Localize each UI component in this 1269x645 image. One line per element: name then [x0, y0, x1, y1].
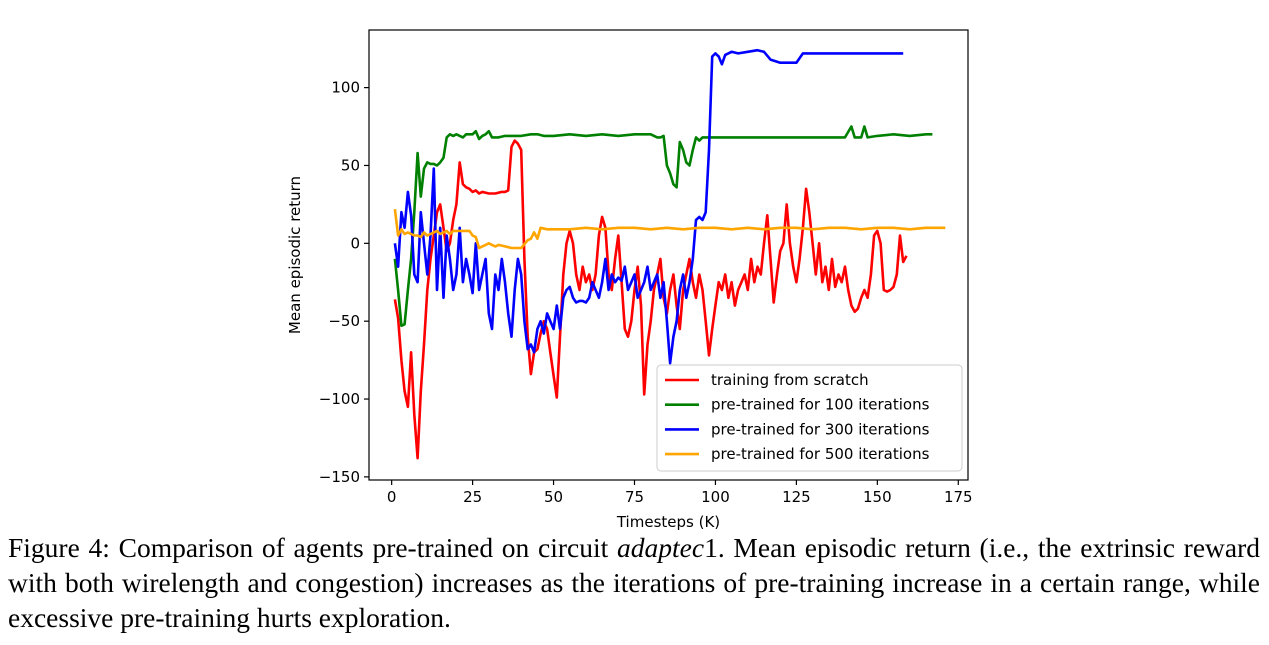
y-axis-label: Mean episodic return: [286, 176, 304, 334]
legend-label: training from scratch: [711, 371, 869, 389]
series-line-1: [393, 139, 908, 460]
line-chart: 0 25 50 75 100 125 150 175 −150 −100 −50 0 50 100 Ti…: [286, 29, 973, 530]
y-axis-ticks: −150 −100 −50 0 50 100: [319, 79, 369, 486]
caption-prefix: Figure 4: Comparison of agents pre-train…: [8, 532, 618, 563]
legend-label: pre-trained for 500 iterations: [711, 445, 930, 463]
caption-math: adaptec: [617, 532, 705, 563]
x-tick-label: 50: [544, 488, 563, 506]
x-tick-label: 175: [944, 488, 973, 506]
y-tick-label: 0: [350, 234, 360, 252]
caption-suffix: . Mean episodic return (i.e., the extrin…: [8, 532, 1260, 633]
x-axis-label: Timesteps (K): [616, 513, 720, 530]
plot-area: [393, 48, 946, 460]
axes-frame: [368, 29, 969, 481]
x-tick-label: 25: [463, 488, 482, 506]
series-line-2: [393, 125, 933, 328]
series-line-4: [393, 208, 946, 250]
y-tick-label: −150: [319, 468, 360, 486]
y-tick-label: −100: [319, 390, 360, 408]
x-tick-label: 100: [701, 488, 730, 506]
x-tick-label: 150: [863, 488, 892, 506]
x-tick-label: 75: [625, 488, 644, 506]
y-tick-label: 50: [341, 156, 360, 174]
figure-caption: Figure 4: Comparison of agents pre-train…: [8, 530, 1260, 635]
y-tick-label: −50: [328, 312, 360, 330]
legend-box: [656, 364, 963, 472]
x-tick-label: 125: [782, 488, 811, 506]
legend: training from scratch pre-trained for 100…: [656, 364, 963, 472]
legend-label: pre-trained for 100 iterations: [711, 396, 930, 414]
caption-math-suffix: 1: [704, 532, 718, 563]
x-axis-ticks: 0 25 50 75 100 125 150 175: [387, 480, 973, 506]
x-tick-label: 0: [387, 488, 397, 506]
legend-label: pre-trained for 300 iterations: [711, 420, 930, 438]
series-line-3: [393, 48, 904, 365]
y-tick-label: 100: [331, 79, 360, 97]
